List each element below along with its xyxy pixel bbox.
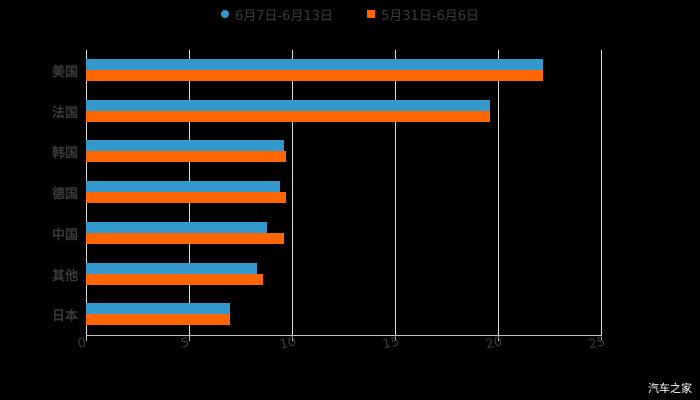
x-tick — [86, 335, 87, 341]
legend-label-series-b: 5月31日-6月6日 — [381, 8, 480, 24]
bar-series-b[interactable] — [86, 273, 264, 285]
gridline — [498, 50, 499, 335]
x-tick — [601, 335, 602, 341]
category-label: 日本 — [51, 309, 78, 325]
bar-series-a[interactable] — [86, 303, 231, 315]
legend: 6月7日-6月13日 5月31日-6月6日 — [0, 4, 700, 24]
category-label: 韩国 — [51, 146, 78, 162]
bar-series-a[interactable] — [86, 181, 280, 193]
watermark: 汽车之家 — [648, 382, 692, 395]
gridline — [601, 50, 602, 335]
bar-series-b[interactable] — [86, 192, 286, 204]
bar-series-b[interactable] — [86, 70, 544, 81]
bar-series-a[interactable] — [86, 221, 268, 233]
bar-series-a[interactable] — [86, 99, 490, 111]
x-tick — [498, 335, 499, 341]
x-tick-label: 10 — [278, 334, 298, 353]
x-axis-line — [86, 335, 601, 336]
bar-series-b[interactable] — [86, 232, 284, 244]
bar-series-b[interactable] — [86, 314, 231, 326]
gridline — [395, 50, 396, 335]
bar-series-a[interactable] — [86, 140, 284, 152]
bar-series-a[interactable] — [86, 59, 544, 70]
gridline — [292, 50, 293, 335]
category-label: 德国 — [51, 187, 78, 203]
x-tick — [395, 335, 396, 341]
legend-item-series-b[interactable]: 5月31日-6月6日 — [367, 4, 479, 24]
category-label: 中国 — [51, 227, 78, 243]
bar-series-a[interactable] — [86, 262, 257, 274]
category-label: 法国 — [51, 105, 78, 121]
x-tick — [189, 335, 190, 341]
bar-series-b[interactable] — [86, 110, 490, 122]
circle-marker-icon — [220, 10, 229, 18]
legend-item-series-a[interactable]: 6月7日-6月13日 — [220, 4, 333, 24]
x-tick-label: 15 — [381, 334, 401, 353]
category-label: 其他 — [51, 268, 78, 284]
x-tick-label: 25 — [587, 334, 607, 353]
square-marker-icon — [367, 10, 375, 18]
x-tick-label: 20 — [484, 334, 504, 353]
category-label: 美国 — [51, 65, 78, 80]
legend-label-series-a: 6月7日-6月13日 — [234, 8, 333, 24]
x-tick — [292, 335, 293, 341]
bar-series-b[interactable] — [86, 151, 286, 163]
